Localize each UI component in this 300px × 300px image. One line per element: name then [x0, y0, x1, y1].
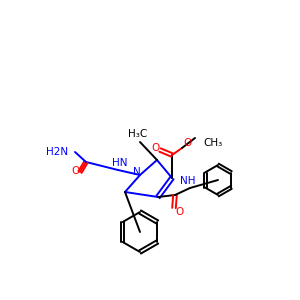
- Text: NH: NH: [180, 176, 196, 186]
- Text: N: N: [133, 167, 141, 177]
- Text: O: O: [175, 207, 183, 217]
- Text: O: O: [151, 143, 159, 153]
- Text: HN: HN: [112, 158, 128, 168]
- Text: H2N: H2N: [46, 147, 68, 157]
- Text: O: O: [183, 138, 191, 148]
- Text: O: O: [71, 166, 79, 176]
- Text: CH₃: CH₃: [203, 138, 222, 148]
- Text: H₃C: H₃C: [128, 129, 148, 139]
